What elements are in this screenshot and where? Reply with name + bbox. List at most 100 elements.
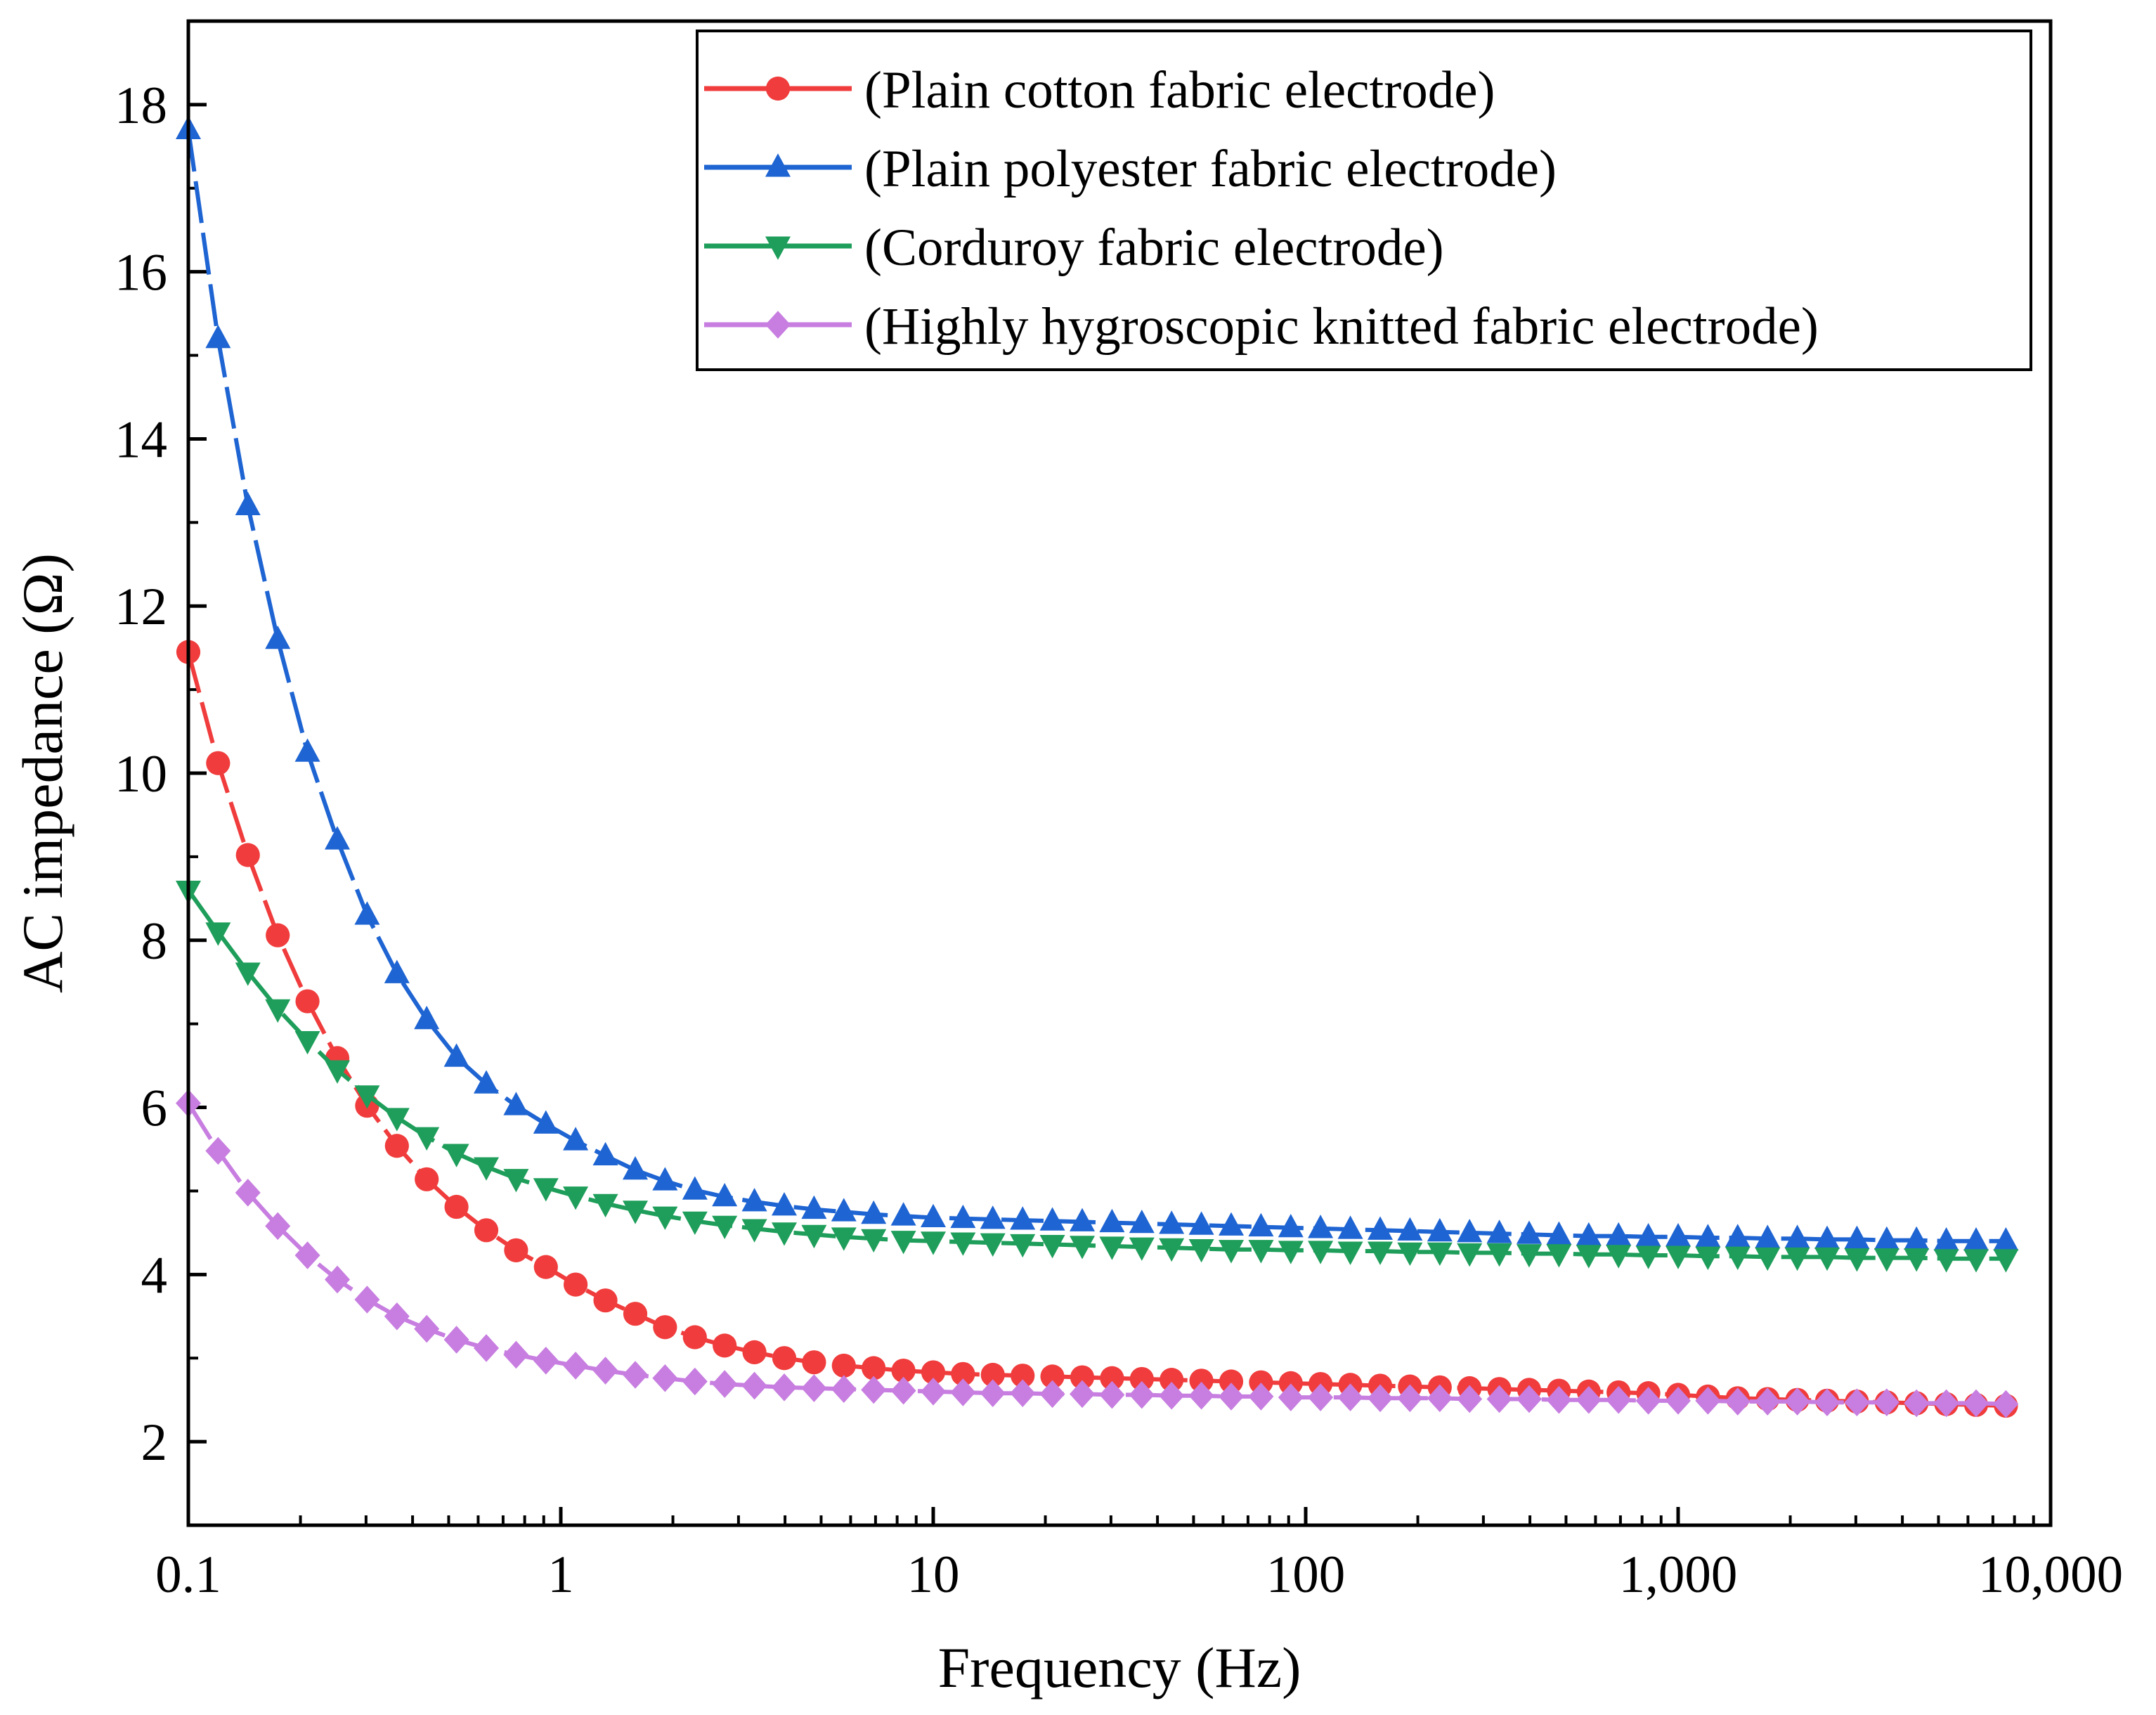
data-point: [1904, 1248, 1930, 1272]
data-point: [533, 1346, 559, 1375]
data-point: [921, 1203, 946, 1227]
data-point: [1160, 1368, 1184, 1392]
data-point: [384, 1108, 410, 1132]
data-point: [801, 1195, 827, 1219]
data-point: [653, 1315, 677, 1340]
data-point: [235, 962, 261, 986]
y-tick-label: 8: [141, 912, 168, 971]
data-point: [1725, 1224, 1751, 1248]
legend-item: (Highly hygroscopic knitted fabric elect…: [704, 297, 1819, 356]
data-point: [1011, 1364, 1035, 1388]
data-point: [1219, 1212, 1245, 1236]
data-point: [1904, 1226, 1930, 1250]
data-point: [652, 1364, 678, 1392]
data-point: [1576, 1222, 1602, 1246]
data-point: [444, 1194, 469, 1219]
data-point: [533, 1255, 558, 1279]
data-point: [1457, 1243, 1483, 1267]
data-point: [1546, 1221, 1572, 1245]
data-point: [682, 1211, 708, 1236]
data-point: [1129, 1210, 1155, 1234]
data-point: [1695, 1387, 1721, 1415]
data-point: [354, 1085, 380, 1109]
data-point: [1189, 1368, 1214, 1393]
data-point: [1100, 1366, 1124, 1390]
data-point: [1129, 1366, 1154, 1392]
data-point: [682, 1176, 708, 1200]
data-point: [294, 1030, 320, 1055]
data-point: [563, 1127, 589, 1151]
data-point: [592, 1193, 618, 1218]
data-point: [861, 1229, 887, 1253]
data-point: [354, 901, 380, 925]
data-point: [1457, 1385, 1483, 1413]
data-point: [861, 1376, 887, 1404]
data-point: [205, 324, 231, 349]
data-point: [1993, 1390, 2019, 1418]
data-point: [950, 1232, 976, 1256]
data-point: [890, 1376, 916, 1405]
data-point: [503, 1092, 529, 1115]
x-tick-label: 10,000: [1978, 1546, 2123, 1604]
data-point: [1665, 1387, 1691, 1415]
data-point: [1814, 1247, 1840, 1271]
data-point: [1546, 1385, 1572, 1414]
data-point: [1219, 1383, 1245, 1411]
data-point: [1457, 1219, 1483, 1243]
data-point: [1606, 1385, 1632, 1414]
data-point: [265, 625, 291, 649]
data-point: [1427, 1217, 1453, 1242]
data-point: [1278, 1383, 1304, 1411]
data-point: [1606, 1245, 1632, 1269]
data-point: [1099, 1380, 1125, 1409]
series-1: [176, 640, 2018, 1418]
x-tick-label: 1,000: [1619, 1546, 1738, 1604]
data-point: [652, 1206, 678, 1230]
data-point: [1129, 1237, 1155, 1261]
data-point: [741, 1188, 767, 1212]
data-point: [1844, 1388, 1870, 1417]
data-point: [1070, 1236, 1096, 1260]
data-point: [1397, 1384, 1423, 1413]
series-2: [176, 115, 2019, 1251]
data-point: [1933, 1249, 1959, 1273]
series-layer: [176, 115, 2019, 1418]
data-point: [890, 1202, 916, 1226]
data-point: [1337, 1383, 1363, 1411]
data-point: [443, 1144, 469, 1167]
x-tick-label: 0.1: [155, 1546, 221, 1604]
data-point: [1188, 1211, 1214, 1235]
data-point: [1099, 1236, 1125, 1260]
series-line: [186, 651, 2006, 1408]
data-point: [414, 1314, 440, 1343]
data-point: [474, 1334, 500, 1362]
data-point: [652, 1167, 678, 1191]
data-point: [831, 1353, 856, 1378]
data-point: [503, 1340, 529, 1369]
data-point: [1873, 1226, 1900, 1250]
data-point: [1784, 1247, 1810, 1271]
data-point: [1397, 1217, 1423, 1241]
y-tick-label: 12: [115, 578, 167, 636]
data-point: [712, 1215, 738, 1239]
data-point: [1486, 1219, 1512, 1243]
data-point: [384, 959, 410, 983]
data-point: [801, 1374, 827, 1402]
data-point: [1695, 1224, 1721, 1248]
data-point: [1010, 1206, 1036, 1230]
data-point: [831, 1198, 857, 1222]
x-axis-title: Frequency (Hz): [938, 1636, 1301, 1700]
data-point: [592, 1357, 618, 1385]
data-point: [741, 1219, 767, 1243]
x-tick-label: 1: [547, 1546, 574, 1604]
data-point: [1368, 1241, 1394, 1265]
data-point: [1904, 1389, 1930, 1418]
data-point: [206, 751, 230, 775]
data-point: [1159, 1238, 1185, 1262]
y-tick-label: 2: [141, 1413, 168, 1472]
data-point: [623, 1200, 649, 1224]
data-point: [1516, 1244, 1542, 1268]
data-point: [1665, 1245, 1691, 1269]
data-point: [1576, 1385, 1602, 1414]
y-tick-label: 6: [141, 1080, 168, 1138]
